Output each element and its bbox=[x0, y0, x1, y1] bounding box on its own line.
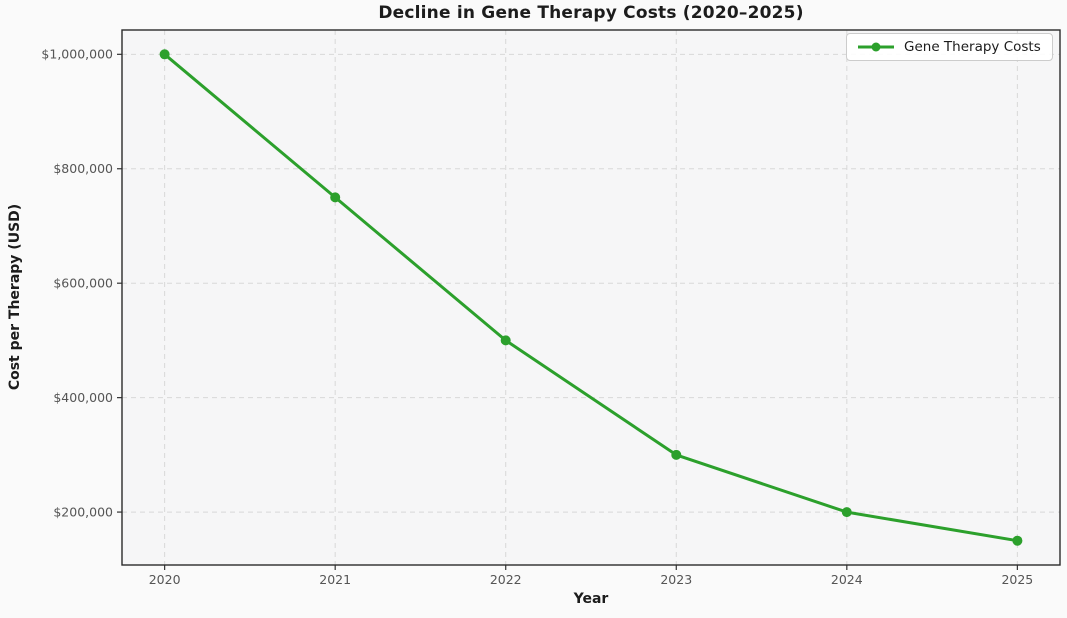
data-point-marker bbox=[330, 192, 341, 203]
y-tick-label: $1,000,000 bbox=[41, 47, 113, 62]
plot-area bbox=[122, 30, 1060, 565]
y-tick-label: $400,000 bbox=[53, 390, 113, 405]
x-tick-label: 2024 bbox=[831, 572, 863, 587]
x-tick-label: 2022 bbox=[490, 572, 522, 587]
x-tick-label: 2021 bbox=[319, 572, 351, 587]
y-tick-label: $600,000 bbox=[53, 275, 113, 290]
legend-line-marker-icon bbox=[858, 42, 894, 52]
data-point-marker bbox=[1012, 535, 1023, 546]
data-point-marker bbox=[500, 335, 511, 346]
plot-border bbox=[121, 29, 1061, 566]
x-axis-title: Year bbox=[573, 591, 609, 607]
y-tick-label: $800,000 bbox=[53, 161, 113, 176]
data-point-marker bbox=[159, 49, 170, 60]
data-point-marker bbox=[841, 507, 852, 518]
y-axis-title: Cost per Therapy (USD) bbox=[7, 203, 23, 391]
y-tick-label: $200,000 bbox=[53, 504, 113, 519]
data-point-marker bbox=[671, 449, 682, 460]
chart-title: Decline in Gene Therapy Costs (2020–2025… bbox=[378, 3, 804, 23]
x-tick-label: 2025 bbox=[1001, 572, 1033, 587]
x-tick-label: 2020 bbox=[149, 572, 181, 587]
legend-label: Gene Therapy Costs bbox=[904, 39, 1041, 55]
x-tick-label: 2023 bbox=[660, 572, 692, 587]
legend: Gene Therapy Costs bbox=[846, 33, 1053, 61]
series-line bbox=[163, 52, 1019, 543]
